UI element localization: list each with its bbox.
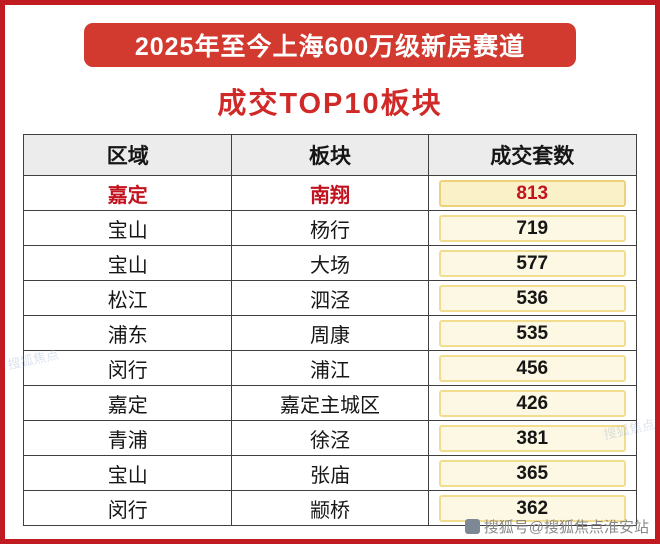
sohu-logo-icon: [464, 519, 480, 534]
count-badge: 456: [438, 354, 626, 382]
table-row: 闵行 颛桥 362: [22, 490, 638, 526]
corner-watermark-text: 搜狐号@搜狐焦点淮安站: [483, 519, 649, 536]
count-badge: 535: [438, 319, 626, 347]
count-badge: 381: [438, 424, 626, 452]
count-badge: 536: [438, 284, 626, 312]
table-row: 闵行 浦江 456: [22, 350, 638, 386]
plate-cell: 嘉定主城区: [231, 385, 429, 421]
count-cell: 456: [427, 350, 638, 386]
plate-cell: 大场: [231, 245, 429, 281]
count-badge: 365: [438, 459, 626, 487]
count-cell: 381: [427, 420, 638, 456]
table-row: 宝山 张庙 365: [22, 455, 638, 491]
plate-cell: 杨行: [231, 210, 429, 246]
count-badge: 813: [438, 179, 626, 207]
count-cell: 362: [427, 490, 638, 526]
region-cell: 闵行: [22, 350, 233, 386]
page-title: 成交TOP10板块: [217, 88, 443, 120]
banner-title: 2025年至今上海600万级新房赛道: [134, 33, 526, 61]
banner: 2025年至今上海600万级新房赛道: [84, 23, 576, 67]
count-cell: 813: [427, 175, 638, 211]
region-cell: 浦东: [22, 315, 233, 351]
count-cell: 577: [427, 245, 638, 281]
count-cell: 536: [427, 280, 638, 316]
top10-table: 区域 板块 成交套数 嘉定 南翔 813 宝山 杨行 719 宝山 大场 577: [22, 134, 638, 526]
region-cell: 闵行: [22, 490, 233, 526]
plate-cell: 南翔: [231, 175, 429, 211]
table-row: 嘉定 嘉定主城区 426: [22, 385, 638, 421]
count-badge: 362: [438, 494, 626, 522]
region-cell: 宝山: [22, 210, 233, 246]
table-row: 浦东 周康 535: [22, 315, 638, 351]
corner-watermark: 搜狐号@搜狐焦点淮安站: [464, 516, 649, 537]
region-cell: 嘉定: [22, 385, 233, 421]
region-cell: 嘉定: [22, 175, 233, 211]
plate-cell: 徐泾: [231, 420, 429, 456]
count-badge: 426: [438, 389, 626, 417]
region-cell: 松江: [22, 280, 233, 316]
header-row: 区域 板块 成交套数: [22, 134, 638, 176]
plate-cell: 浦江: [231, 350, 429, 386]
table-row: 宝山 杨行 719: [22, 210, 638, 246]
table-row: 宝山 大场 577: [22, 245, 638, 281]
region-cell: 青浦: [22, 420, 233, 456]
count-cell: 719: [427, 210, 638, 246]
count-cell: 426: [427, 385, 638, 421]
column-header-count: 成交套数: [427, 134, 638, 176]
plate-cell: 张庙: [231, 455, 429, 491]
table-body: 嘉定 南翔 813 宝山 杨行 719 宝山 大场 577 松江 泗泾 536 …: [22, 175, 638, 526]
table-row: 青浦 徐泾 381: [22, 420, 638, 456]
table-row: 嘉定 南翔 813: [22, 175, 638, 211]
column-header-plate: 板块: [231, 134, 429, 176]
region-cell: 宝山: [22, 245, 233, 281]
column-header-region: 区域: [22, 134, 233, 176]
region-cell: 宝山: [22, 455, 233, 491]
count-cell: 365: [427, 455, 638, 491]
count-badge: 719: [438, 214, 626, 242]
table-row: 松江 泗泾 536: [22, 280, 638, 316]
count-cell: 535: [427, 315, 638, 351]
plate-cell: 颛桥: [231, 490, 429, 526]
plate-cell: 泗泾: [231, 280, 429, 316]
plate-cell: 周康: [231, 315, 429, 351]
count-badge: 577: [438, 249, 626, 277]
